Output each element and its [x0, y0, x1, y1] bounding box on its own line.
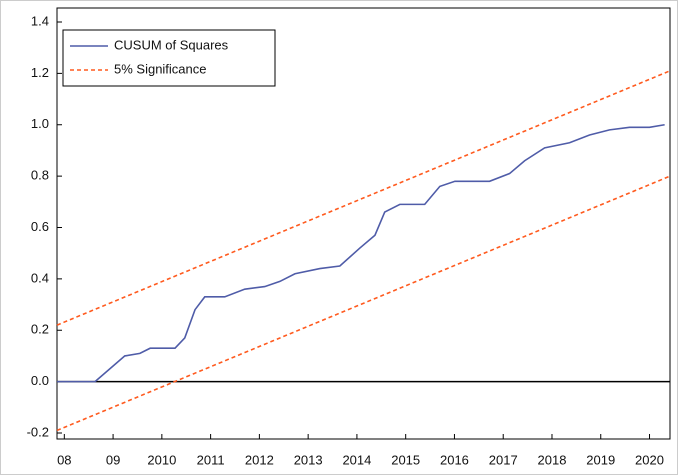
y-tick-label: 0.6 [31, 219, 49, 234]
y-tick-label: 1.2 [31, 65, 49, 80]
x-tick-label: 2020 [635, 452, 664, 467]
y-tick-label: -0.2 [27, 424, 49, 439]
x-tick-label: 2018 [538, 452, 567, 467]
x-tick-label: 2015 [391, 452, 420, 467]
x-tick-label: 2019 [586, 452, 615, 467]
plot-frame [56, 7, 671, 440]
x-tick-label: 2012 [245, 452, 274, 467]
y-tick-label: 0.4 [31, 270, 49, 285]
x-tick-label: 2017 [489, 452, 518, 467]
y-tick-label: 0.2 [31, 322, 49, 337]
series-line [56, 175, 671, 432]
y-tick-label: 1.4 [31, 13, 49, 28]
legend-label: CUSUM of Squares [114, 37, 229, 52]
x-tick-label: 2010 [147, 452, 176, 467]
x-tick-label: 2011 [197, 452, 225, 467]
x-tick-label: 2016 [440, 452, 469, 467]
series-line [57, 123, 665, 383]
legend-box [62, 29, 276, 87]
y-tick-label: 0.0 [31, 373, 49, 388]
x-tick-label: 09 [106, 452, 120, 467]
series-line [56, 70, 671, 326]
x-tick-label: 2014 [342, 452, 371, 467]
x-tick-label: 08 [57, 452, 71, 467]
y-tick-label: 1.0 [31, 116, 49, 131]
x-tick-label: 2013 [294, 452, 323, 467]
y-tick-label: 0.8 [31, 168, 49, 183]
legend-label: 5% Significance [114, 61, 207, 76]
